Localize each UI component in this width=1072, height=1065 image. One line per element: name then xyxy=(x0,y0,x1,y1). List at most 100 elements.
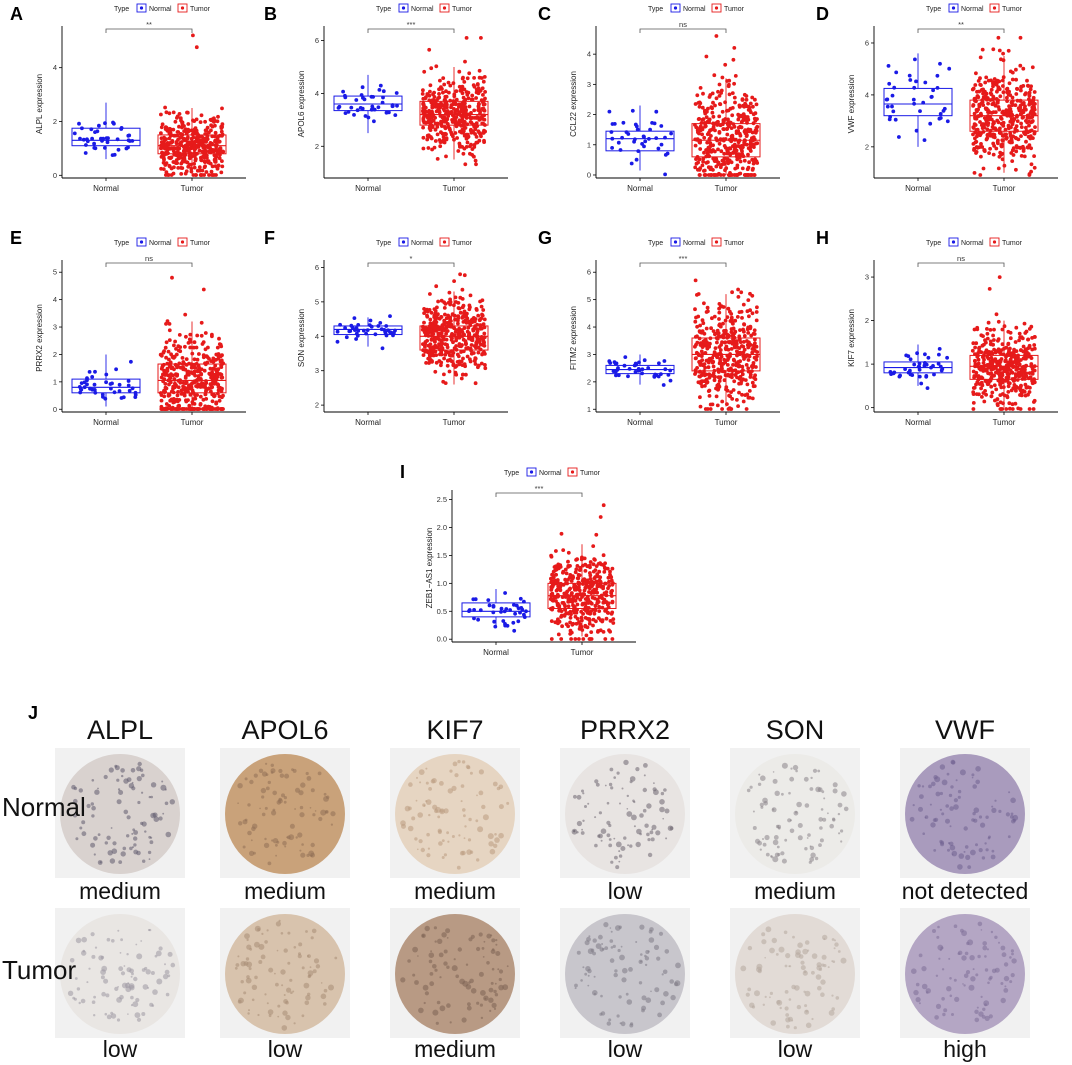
data-point xyxy=(1026,337,1031,342)
data-point xyxy=(583,616,588,620)
tissue-texture xyxy=(447,788,453,794)
data-point xyxy=(422,311,426,315)
data-point xyxy=(78,136,82,141)
data-point xyxy=(216,114,220,119)
tissue-texture xyxy=(130,975,133,978)
tissue-texture xyxy=(86,981,89,984)
data-point xyxy=(736,364,741,369)
data-point xyxy=(907,73,912,78)
tissue-texture xyxy=(280,932,284,935)
data-point xyxy=(365,328,370,332)
tissue-texture xyxy=(282,840,287,846)
tissue-texture xyxy=(270,763,274,767)
data-point xyxy=(624,130,629,135)
data-point xyxy=(999,115,1003,120)
data-point xyxy=(698,166,703,171)
data-point xyxy=(980,126,985,130)
legend-label-normal: Normal xyxy=(411,240,434,247)
data-point xyxy=(916,364,921,369)
significance-label: ** xyxy=(958,20,964,29)
data-point xyxy=(440,346,445,350)
data-point xyxy=(711,371,716,376)
data-point xyxy=(180,166,185,171)
data-point xyxy=(455,136,459,140)
data-point xyxy=(175,161,180,166)
data-point xyxy=(442,306,447,310)
tissue-texture xyxy=(247,830,252,836)
data-point xyxy=(1030,381,1035,386)
data-point xyxy=(1013,358,1018,363)
points-normal xyxy=(72,120,135,158)
tissue-texture xyxy=(262,771,268,777)
data-point xyxy=(196,407,201,411)
data-point xyxy=(429,66,434,71)
legend: Type Normal Tumor xyxy=(114,3,211,13)
data-point xyxy=(462,87,467,92)
x-tick-label-normal: Normal xyxy=(627,184,653,193)
tissue-texture xyxy=(246,944,252,950)
data-point xyxy=(178,132,183,136)
data-point xyxy=(720,75,725,80)
data-point xyxy=(195,357,200,362)
data-point xyxy=(975,109,979,114)
data-point xyxy=(709,134,713,138)
data-point xyxy=(428,329,433,333)
data-point xyxy=(1010,95,1015,100)
data-point xyxy=(709,326,713,331)
data-point xyxy=(1027,407,1032,411)
tissue-texture xyxy=(148,795,151,799)
data-point xyxy=(451,325,456,330)
data-point xyxy=(428,317,433,322)
data-point xyxy=(216,163,221,168)
data-point xyxy=(598,561,602,565)
tissue-texture xyxy=(416,776,418,779)
tissue-texture xyxy=(304,1000,310,1006)
data-point xyxy=(344,335,349,340)
significance-bracket xyxy=(639,262,727,267)
data-point xyxy=(988,328,993,332)
data-point xyxy=(648,127,652,132)
data-point xyxy=(82,380,87,385)
data-point xyxy=(109,386,113,391)
data-point xyxy=(457,359,462,364)
data-point xyxy=(1004,363,1009,368)
data-point xyxy=(210,370,215,374)
data-point xyxy=(730,397,735,401)
data-point xyxy=(746,366,751,371)
data-point xyxy=(1014,325,1019,330)
data-point xyxy=(184,334,188,339)
data-point xyxy=(179,161,184,166)
data-point xyxy=(548,597,553,601)
data-point xyxy=(735,350,740,354)
data-point xyxy=(466,90,471,95)
tissue-texture xyxy=(119,952,122,954)
data-point xyxy=(181,380,186,385)
data-point xyxy=(750,95,755,100)
data-point xyxy=(423,326,428,330)
data-point xyxy=(93,390,98,395)
points-normal xyxy=(335,314,397,351)
data-point xyxy=(739,290,744,295)
data-point xyxy=(555,578,560,582)
data-point xyxy=(708,141,713,145)
data-point xyxy=(727,137,732,142)
data-point xyxy=(742,340,746,344)
tissue-texture xyxy=(275,843,278,847)
data-point xyxy=(591,562,596,567)
data-point xyxy=(431,349,435,353)
data-point xyxy=(989,87,994,92)
data-point xyxy=(974,370,979,375)
legend-key-dot xyxy=(401,240,406,244)
data-point xyxy=(564,571,569,576)
legend-key-dot xyxy=(442,240,447,244)
data-point xyxy=(1029,84,1033,89)
tissue-texture xyxy=(244,933,250,939)
data-point xyxy=(1022,321,1027,326)
data-point xyxy=(481,93,485,97)
tissue-texture xyxy=(498,832,504,839)
data-point xyxy=(737,346,742,350)
data-point xyxy=(208,117,213,122)
data-point xyxy=(745,173,750,177)
data-point xyxy=(1001,121,1006,125)
data-point xyxy=(1005,86,1010,91)
